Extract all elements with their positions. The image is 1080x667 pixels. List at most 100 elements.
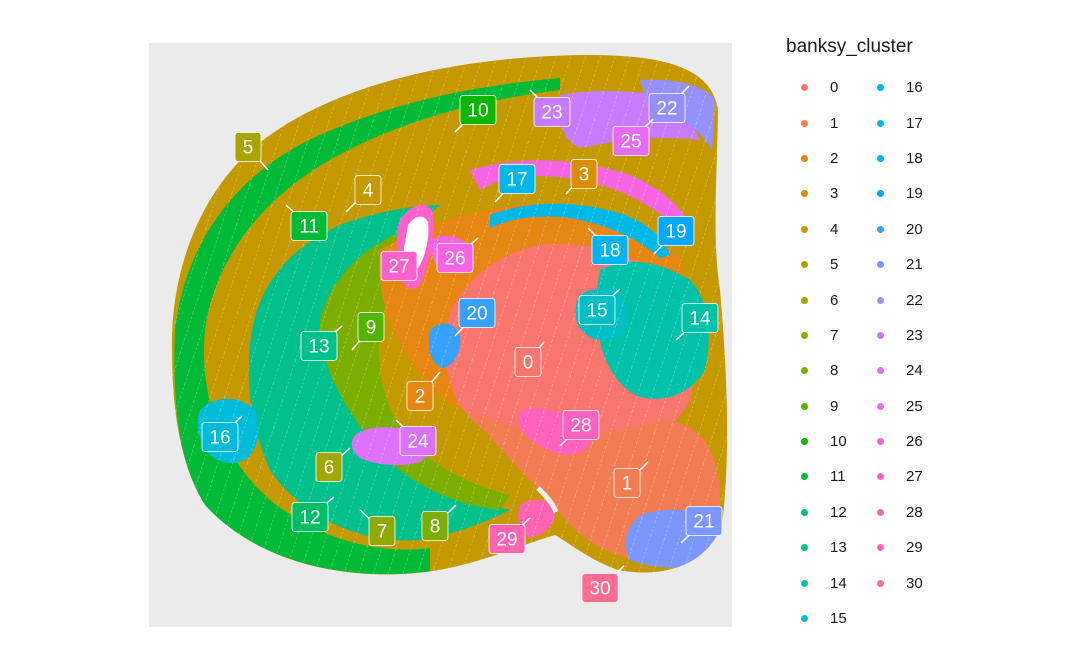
- legend-swatch-16: [877, 84, 884, 92]
- cluster-label-box-27: [380, 251, 418, 281]
- legend-entry-30: 30: [873, 565, 923, 600]
- cluster-label-text-3: 3: [579, 165, 590, 186]
- cluster-label-text-1: 1: [622, 474, 633, 495]
- legend-swatch-20: [877, 225, 884, 233]
- legend-entry-23: 23: [873, 318, 923, 353]
- legend-label-4: 4: [830, 220, 839, 238]
- legend-swatch-6: [801, 296, 808, 304]
- cluster-label-text-27: 27: [388, 257, 409, 278]
- legend-entry-18: 18: [873, 141, 923, 176]
- cluster-label-29: 29: [488, 517, 531, 554]
- cluster-label-box-8: [421, 511, 449, 541]
- cluster-label-text-2: 2: [415, 387, 426, 408]
- cluster-label-box-3: [570, 159, 598, 189]
- legend-swatch-2: [801, 154, 808, 162]
- cluster-label-text-10: 10: [467, 101, 488, 122]
- legend-swatch-7: [801, 331, 808, 339]
- legend-label-22: 22: [906, 291, 923, 309]
- cluster-label-16: 16: [201, 415, 243, 452]
- legend-entry-28: 28: [873, 495, 923, 530]
- cluster-label-6: 6: [315, 447, 351, 482]
- cluster-label-text-26: 26: [444, 249, 465, 270]
- legend-entry-22: 22: [873, 282, 923, 317]
- legend-swatch-28: [877, 508, 884, 516]
- cluster-label-text-18: 18: [599, 241, 620, 262]
- cluster-label-box-9: [357, 312, 385, 342]
- legend-label-5: 5: [830, 256, 839, 274]
- cluster-label-text-16: 16: [209, 428, 230, 449]
- cluster-label-box-22: [648, 93, 686, 123]
- cluster-label-27: 27: [380, 243, 421, 281]
- cluster-label-text-21: 21: [693, 512, 714, 533]
- cluster-label-7: 7: [359, 509, 396, 546]
- cluster-label-text-7: 7: [377, 522, 388, 543]
- cluster-label-box-11: [290, 211, 328, 241]
- cluster-label-23: 23: [529, 89, 571, 127]
- cluster-label-box-30: [581, 573, 619, 603]
- cluster-label-15: 15: [578, 288, 621, 325]
- legend-entry-6: 6: [797, 282, 847, 317]
- cluster-label-text-25: 25: [620, 132, 641, 153]
- legend-entry-27: 27: [873, 459, 923, 494]
- legend-label-21: 21: [906, 256, 923, 274]
- cluster-label-text-15: 15: [586, 301, 607, 322]
- cluster-label-box-19: [657, 216, 695, 246]
- cluster-label-box-28: [562, 410, 600, 440]
- legend-entry-17: 17: [873, 105, 923, 140]
- legend-entry-13: 13: [797, 530, 847, 565]
- legend-label-18: 18: [906, 149, 923, 167]
- legend-entry-14: 14: [797, 565, 847, 600]
- legend-label-6: 6: [830, 291, 839, 309]
- legend-entry-11: 11: [797, 459, 847, 494]
- cluster-label-box-25: [612, 126, 650, 156]
- legend-label-13: 13: [830, 539, 847, 557]
- cluster-label-box-20: [458, 298, 496, 328]
- cluster-label-20: 20: [454, 298, 496, 337]
- cluster-label-text-19: 19: [665, 222, 686, 243]
- cluster-label-text-17: 17: [506, 170, 527, 191]
- legend-entry-21: 21: [873, 247, 923, 282]
- cluster-label-text-28: 28: [570, 416, 591, 437]
- cluster-label-19: 19: [653, 216, 695, 255]
- cluster-label-box-24: [399, 426, 437, 456]
- cluster-label-box-0: [514, 347, 542, 377]
- legend-swatch-8: [801, 367, 808, 375]
- legend-label-3: 3: [830, 185, 839, 203]
- legend-swatch-15: [801, 615, 808, 623]
- cluster-label-26: 26: [436, 237, 479, 273]
- legend-column-left: 0 1 2 3 4 5 6 7 8 9 10 11 12 13 14 15: [797, 70, 847, 636]
- cluster-label-box-15: [578, 295, 616, 325]
- legend-entry-24: 24: [873, 353, 923, 388]
- legend-swatch-12: [801, 508, 808, 516]
- cluster-label-text-11: 11: [299, 217, 319, 238]
- legend-swatch-9: [801, 402, 808, 410]
- legend-entry-9: 9: [797, 389, 847, 424]
- cluster-label-9: 9: [351, 312, 385, 351]
- legend-swatch-17: [877, 119, 884, 127]
- cluster-label-17: 17: [494, 164, 536, 203]
- legend-swatch-27: [877, 473, 884, 481]
- cluster-label-1: 1: [613, 461, 649, 498]
- legend-swatch-22: [877, 296, 884, 304]
- legend-entry-8: 8: [797, 353, 847, 388]
- cluster-label-11: 11: [285, 204, 328, 241]
- cluster-label-text-8: 8: [430, 517, 441, 538]
- cluster-label-text-5: 5: [243, 138, 254, 159]
- legend-swatch-10: [801, 438, 808, 446]
- cluster-label-box-14: [681, 303, 719, 333]
- legend-label-2: 2: [830, 149, 839, 167]
- legend-swatch-21: [877, 261, 884, 269]
- legend-entry-20: 20: [873, 212, 923, 247]
- cluster-label-box-5: [234, 132, 262, 162]
- legend-entry-19: 19: [873, 176, 923, 211]
- legend-entry-5: 5: [797, 247, 847, 282]
- cluster-label-box-29: [488, 524, 526, 554]
- cluster-label-box-12: [291, 502, 329, 532]
- legend-label-15: 15: [830, 610, 847, 628]
- legend-label-16: 16: [906, 79, 923, 97]
- legend-entry-1: 1: [797, 105, 847, 140]
- legend-label-19: 19: [906, 185, 923, 203]
- legend-swatch-14: [801, 579, 808, 587]
- legend-swatch-24: [877, 367, 884, 375]
